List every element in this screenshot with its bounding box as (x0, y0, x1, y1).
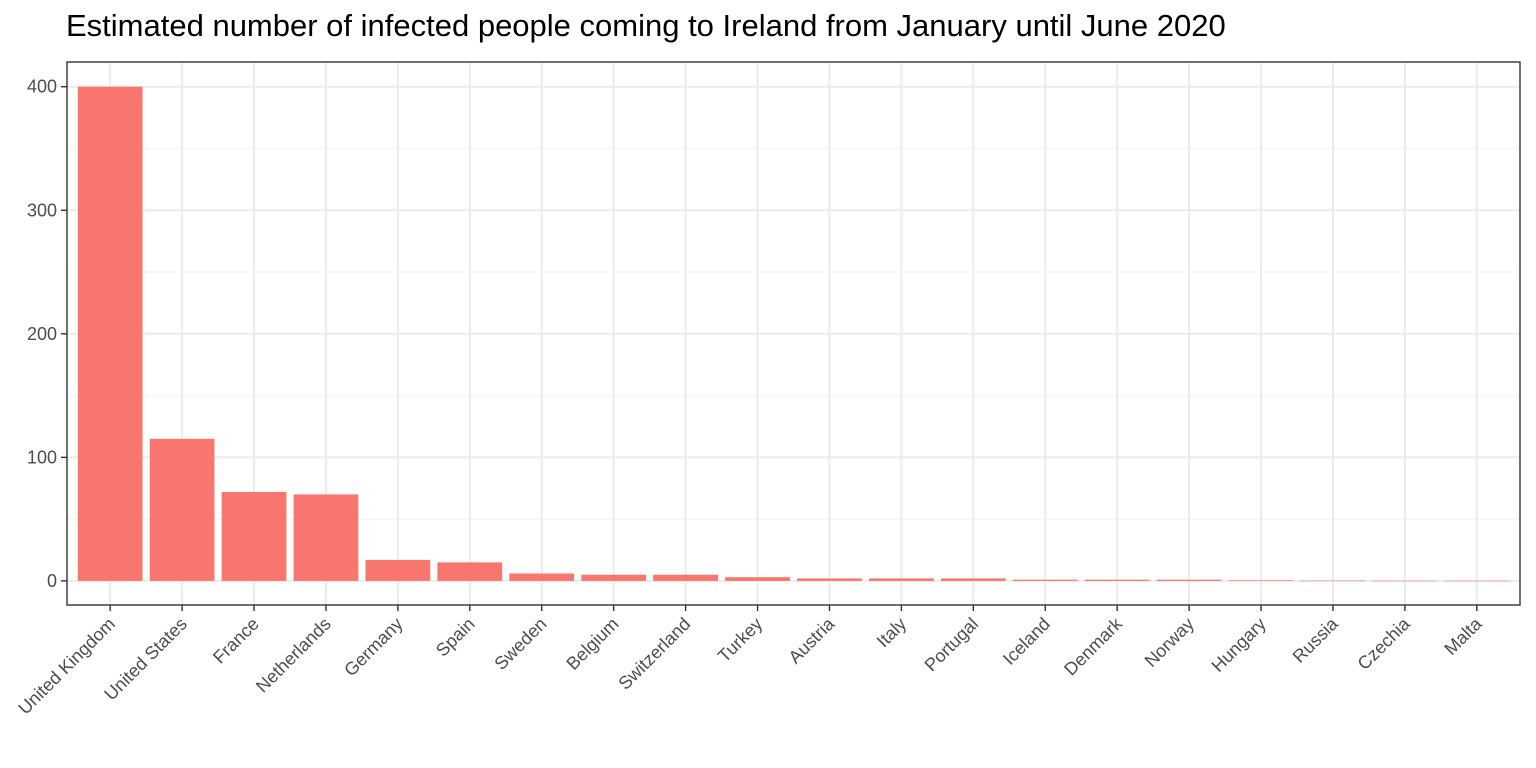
x-tick-label: Italy (873, 614, 910, 651)
y-tick-label: 300 (27, 200, 57, 220)
bar (1012, 579, 1078, 581)
bar (1084, 579, 1150, 581)
x-tick-label: Malta (1440, 613, 1486, 659)
bar (581, 574, 647, 581)
bar (509, 573, 575, 581)
x-tick-label: Germany (340, 614, 406, 680)
x-tick-label: Hungary (1208, 614, 1270, 676)
x-tick-label: Czechia (1354, 613, 1415, 674)
x-tick-label: Iceland (999, 614, 1054, 669)
x-tick-label: Sweden (490, 614, 550, 674)
bar (1228, 580, 1294, 581)
bar (437, 562, 503, 581)
chart-title: Estimated number of infected people comi… (66, 8, 1226, 43)
x-tick-label: Turkey (714, 614, 767, 667)
bar (653, 574, 718, 581)
bar (365, 559, 431, 581)
x-tick-label: Austria (785, 613, 839, 667)
bar (869, 578, 934, 581)
bar (221, 491, 287, 581)
bar (293, 494, 359, 581)
y-tick-label: 400 (27, 77, 57, 97)
x-tick-label: France (209, 614, 263, 668)
x-tick-label: Spain (432, 614, 479, 661)
x-tick-label: Netherlands (252, 614, 335, 697)
x-tick-label: Russia (1289, 613, 1343, 667)
x-tick-label: Switzerland (614, 614, 694, 694)
bar (940, 578, 1006, 581)
y-tick-label: 100 (27, 447, 57, 467)
bar (797, 578, 862, 581)
bar (1444, 580, 1510, 582)
x-tick-label: Norway (1141, 614, 1198, 671)
y-tick-label: 0 (47, 571, 57, 591)
y-tick-label: 200 (27, 324, 57, 344)
bar (77, 86, 143, 581)
bar (1300, 580, 1366, 582)
x-tick-label: United Kingdom (14, 614, 119, 719)
x-tick-label: Denmark (1060, 613, 1126, 679)
bar (1156, 579, 1222, 581)
bar (149, 438, 215, 581)
bar (725, 577, 790, 581)
x-tick-label: Portugal (921, 614, 983, 676)
x-tick-label: Belgium (562, 614, 622, 674)
bar (1372, 580, 1438, 582)
